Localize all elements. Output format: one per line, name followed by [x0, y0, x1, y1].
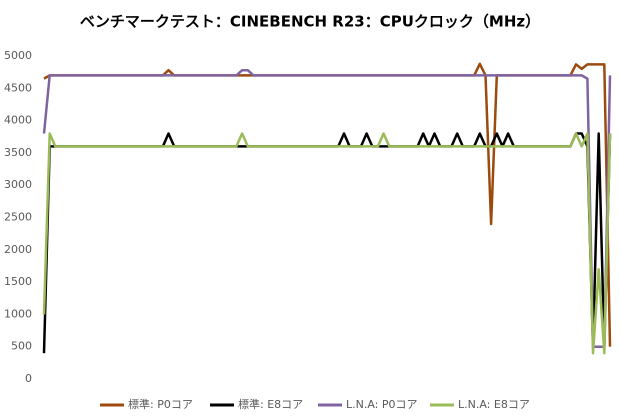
y-tick-label: 3500: [4, 146, 32, 159]
y-tick-label: 2500: [4, 211, 32, 224]
y-tick-label: 1000: [4, 307, 32, 320]
chart-title: ベンチマークテスト：CINEBENCH R23：CPUクロック（MHz）: [80, 13, 540, 31]
y-tick-label: 5000: [4, 49, 32, 62]
y-tick-label: 2000: [4, 243, 32, 256]
y-tick-label: 500: [11, 340, 32, 353]
series-line: [42, 132, 612, 355]
y-tick-label: 4500: [4, 81, 32, 94]
legend-label: L.N.A: E8コア: [458, 398, 530, 411]
y-tick-label: 3000: [4, 178, 32, 191]
legend-label: 標準: E8コア: [238, 397, 303, 411]
y-tick-label: 4000: [4, 114, 32, 127]
y-tick-label: 0: [25, 372, 32, 385]
y-tick-label: 1500: [4, 275, 32, 288]
legend-label: L.N.A: P0コア: [346, 398, 418, 411]
series-line: [42, 68, 612, 348]
legend-label: 標準: P0コア: [128, 397, 193, 411]
